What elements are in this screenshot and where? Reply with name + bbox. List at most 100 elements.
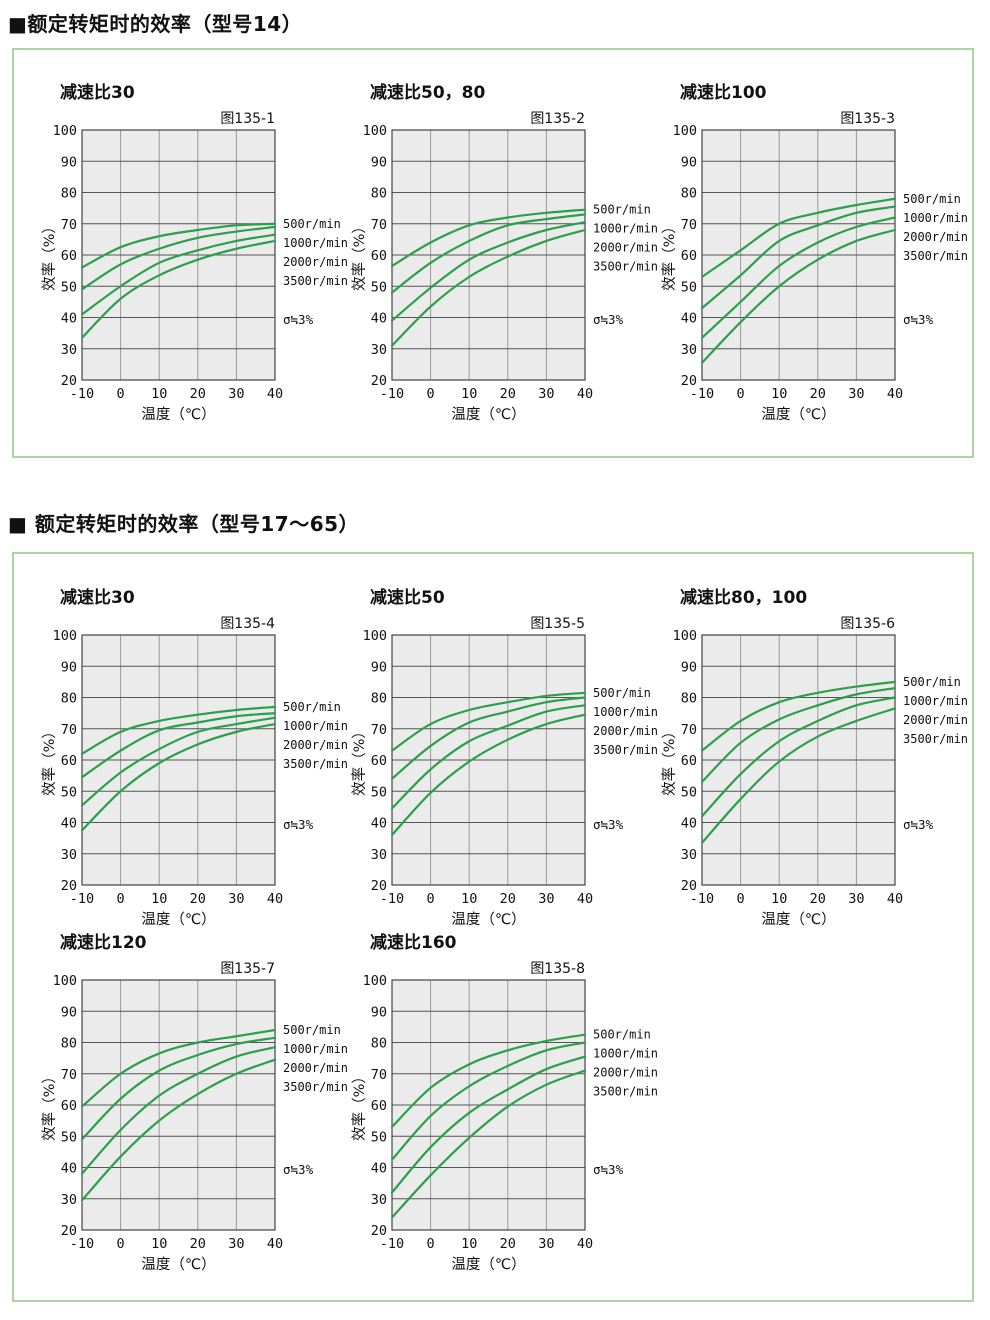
x-tick-label: 10 — [151, 891, 167, 907]
chart-panel-reduction-30-fig135-1: 减速比30 图135-1 100 90 80 70 60 50 40 30 20 -10 0 10 20 30… — [40, 72, 360, 422]
figure-number-label: 图135-5 — [530, 616, 585, 632]
y-tick-label: 30 — [371, 1192, 387, 1208]
x-tick-label: 30 — [848, 891, 864, 907]
x-tick-label: 20 — [810, 891, 826, 907]
x-tick-label: 40 — [577, 891, 593, 907]
chart-panel-reduction-30-fig135-4: 减速比30 图135-4 100 90 80 70 60 50 40 30 20 -10 0 10 20 30… — [40, 577, 360, 927]
y-tick-label: 70 — [61, 722, 77, 738]
y-tick-label: 100 — [363, 973, 387, 989]
y-tick-label: 60 — [681, 753, 697, 769]
x-tick-label: 10 — [771, 386, 787, 402]
x-tick-label: 40 — [887, 386, 903, 402]
chart-panel-reduction-80-100-fig135-6: 减速比80，100 图135-6 100 90 80 70 60 50 40 30 20 -10 0 10… — [660, 577, 980, 927]
y-tick-label: 40 — [371, 816, 387, 832]
sigma-note: σ≒3% — [283, 1162, 314, 1177]
legend-label-3500r/min: 3500r/min — [593, 260, 658, 274]
y-tick-label: 90 — [61, 154, 77, 170]
y-tick-label: 20 — [371, 1223, 387, 1239]
figure-number-label: 图135-1 — [220, 111, 275, 127]
x-axis-title: 温度（℃） — [761, 406, 835, 422]
y-tick-label: 40 — [61, 816, 77, 832]
y-tick-label: 20 — [61, 373, 77, 389]
y-tick-label: 90 — [371, 1004, 387, 1020]
x-tick-label: 40 — [267, 891, 283, 907]
chart-title: 减速比50 — [370, 587, 445, 608]
figure-number-label: 图135-6 — [840, 616, 895, 632]
y-tick-label: 60 — [371, 248, 387, 264]
x-tick-label: 20 — [190, 386, 206, 402]
chart-title: 减速比120 — [60, 932, 147, 953]
y-tick-label: 70 — [681, 217, 697, 233]
curve-500r/min — [700, 197, 897, 278]
figure-number-label: 图135-2 — [530, 111, 585, 127]
x-tick-label: -10 — [380, 386, 404, 402]
y-tick-label: 80 — [371, 691, 387, 707]
chart-title: 减速比160 — [370, 932, 457, 953]
chart-title: 减速比50，80 — [370, 82, 485, 103]
x-axis-title: 温度（℃） — [141, 406, 215, 422]
legend-label-2000r/min: 2000r/min — [903, 230, 968, 244]
legend-label-2000r/min: 2000r/min — [593, 241, 658, 255]
curve-1000r/min — [700, 205, 897, 310]
figure-number-label: 图135-8 — [530, 961, 585, 977]
x-tick-label: 40 — [577, 386, 593, 402]
y-tick-label: 50 — [61, 279, 77, 295]
y-tick-label: 40 — [681, 816, 697, 832]
curve-500r/min — [700, 680, 897, 752]
curve-1000r/min — [80, 712, 277, 779]
y-tick-label: 60 — [61, 248, 77, 264]
x-tick-label: 20 — [190, 891, 206, 907]
curve-2000r/min — [390, 221, 587, 322]
plot-border — [81, 979, 276, 1231]
curve-3500r/min — [80, 1058, 277, 1202]
x-tick-label: 0 — [427, 891, 435, 907]
x-tick-label: 30 — [538, 1236, 554, 1252]
y-tick-label: 60 — [371, 1098, 387, 1114]
sigma-note: σ≒3% — [593, 1162, 624, 1177]
y-axis-title: 效率（%） — [351, 1069, 368, 1141]
chart-title: 减速比80，100 — [680, 587, 807, 608]
y-tick-label: 90 — [681, 154, 697, 170]
x-tick-label: 0 — [117, 386, 125, 402]
legend-label-3500r/min: 3500r/min — [283, 757, 348, 771]
y-tick-label: 50 — [681, 784, 697, 800]
legend-label-500r/min: 500r/min — [903, 675, 961, 689]
y-tick-label: 50 — [681, 279, 697, 295]
y-tick-label: 100 — [53, 973, 77, 989]
legend-label-500r/min: 500r/min — [593, 686, 651, 700]
figure-number-label: 图135-7 — [220, 961, 275, 977]
legend-label-1000r/min: 1000r/min — [593, 705, 658, 719]
chart-panel-reduction-120-fig135-7: 减速比120 图135-7 100 90 80 70 60 50 40 30 20 -10 0 10 20 3… — [40, 922, 360, 1272]
y-tick-label: 100 — [363, 123, 387, 139]
x-axis-title: 温度（℃） — [141, 1256, 215, 1272]
legend-label-1000r/min: 1000r/min — [283, 1042, 348, 1056]
chart-title: 减速比30 — [60, 587, 135, 608]
curve-2000r/min — [80, 1046, 277, 1175]
x-tick-label: -10 — [70, 386, 94, 402]
plot-border — [81, 129, 276, 381]
curve-500r/min — [390, 208, 587, 268]
section-title-model17-65: ■ 额定转矩时的效率（型号17～65） — [8, 512, 360, 536]
y-tick-label: 100 — [673, 123, 697, 139]
y-tick-label: 60 — [681, 248, 697, 264]
curve-2000r/min — [80, 716, 277, 807]
curve-1000r/min — [390, 213, 587, 294]
curve-1000r/min — [80, 1036, 277, 1141]
y-tick-label: 20 — [371, 373, 387, 389]
x-tick-label: 20 — [500, 891, 516, 907]
y-tick-label: 30 — [61, 847, 77, 863]
legend-label-3500r/min: 3500r/min — [283, 1080, 348, 1094]
legend-label-2000r/min: 2000r/min — [593, 1066, 658, 1080]
y-tick-label: 70 — [61, 1067, 77, 1083]
curve-3500r/min — [390, 228, 587, 347]
y-tick-label: 50 — [371, 1129, 387, 1145]
curve-3500r/min — [390, 713, 587, 837]
y-tick-label: 30 — [681, 847, 697, 863]
y-tick-label: 20 — [61, 1223, 77, 1239]
y-tick-label: 30 — [61, 1192, 77, 1208]
y-tick-label: 40 — [61, 1161, 77, 1177]
y-tick-label: 20 — [371, 878, 387, 894]
x-tick-label: 40 — [887, 891, 903, 907]
x-tick-label: -10 — [690, 891, 714, 907]
